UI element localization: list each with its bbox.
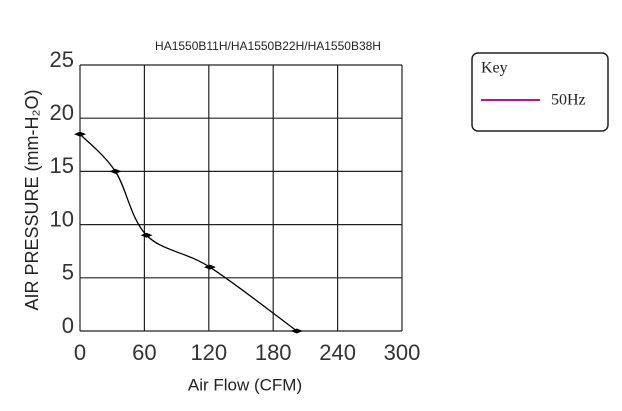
y-tick-label: 5 (62, 260, 74, 285)
x-tick-label: 180 (255, 340, 292, 365)
curve (79, 133, 298, 332)
legend-box (471, 52, 609, 132)
y-tick-label: 20 (50, 100, 74, 125)
x-tick-label: 60 (132, 340, 156, 365)
y-axis-label: AIR PRESSURE (mm-H₂O) (22, 90, 42, 311)
x-tick-label: 300 (384, 340, 421, 365)
point-marker (74, 131, 86, 137)
y-tick-label: 0 (62, 313, 74, 338)
legend-title: Key (481, 60, 508, 77)
point-marker (140, 232, 153, 238)
point-marker (290, 328, 303, 334)
x-tick-label: 120 (190, 340, 227, 365)
x-axis-label: Air Flow (CFM) (188, 375, 302, 394)
point-marker (203, 264, 216, 270)
point-marker (109, 168, 122, 174)
x-tick-label: 240 (319, 340, 356, 365)
legend-label: 50Hz (551, 92, 586, 109)
y-tick-label: 10 (50, 206, 74, 231)
y-tick-label: 15 (50, 153, 74, 178)
chart-title: HA1550B11H/HA1550B22H/HA1550B38H (155, 39, 381, 53)
x-tick-label: 0 (74, 340, 86, 365)
y-tick-label: 25 (50, 47, 74, 72)
